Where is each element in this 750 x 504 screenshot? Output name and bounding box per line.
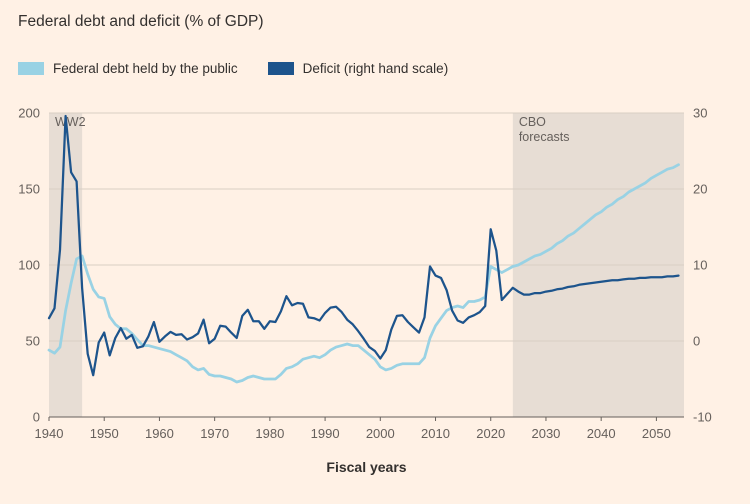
debt-line bbox=[47, 163, 680, 384]
x-axis-tick-label: 2000 bbox=[366, 426, 395, 441]
band-label-0: WW2 bbox=[55, 115, 86, 129]
band-label-1: CBO bbox=[519, 115, 546, 129]
x-axis-tick-label: 2050 bbox=[642, 426, 671, 441]
left-axis-tick-label: 150 bbox=[18, 182, 40, 197]
right-axis-tick-label: 10 bbox=[693, 258, 707, 273]
chart-title: Federal debt and deficit (% of GDP) bbox=[18, 13, 264, 30]
x-axis-tick-label: 2040 bbox=[587, 426, 616, 441]
left-axis-tick-label: 100 bbox=[18, 258, 40, 273]
legend-label-deficit: Deficit (right hand scale) bbox=[302, 61, 449, 76]
right-axis-tick-label: 20 bbox=[693, 182, 707, 197]
x-axis-tick-label: 1980 bbox=[255, 426, 284, 441]
x-axis-tick-label: 1940 bbox=[35, 426, 64, 441]
legend-swatch-deficit bbox=[267, 62, 294, 75]
legend: Federal debt held by the public Deficit … bbox=[18, 61, 750, 76]
band-label-1: forecasts bbox=[519, 130, 570, 144]
legend-swatch-debt bbox=[18, 62, 44, 75]
x-axis-tick-label: 2030 bbox=[531, 426, 560, 441]
x-axis-label: Fiscal years bbox=[326, 459, 406, 475]
legend-label-debt: Federal debt held by the public bbox=[53, 61, 238, 76]
legend-item-deficit: Deficit (right hand scale) bbox=[267, 61, 449, 76]
x-axis-tick-label: 2010 bbox=[421, 426, 450, 441]
left-axis-tick-label: 200 bbox=[18, 106, 40, 121]
x-axis-tick-label: 1960 bbox=[145, 426, 174, 441]
x-axis-tick-label: 2020 bbox=[476, 426, 505, 441]
left-axis-tick-label: 50 bbox=[26, 334, 40, 349]
deficit-line bbox=[47, 114, 680, 377]
legend-item-debt: Federal debt held by the public bbox=[18, 61, 238, 76]
x-axis-tick-label: 1990 bbox=[311, 426, 340, 441]
right-axis-tick-label: 0 bbox=[693, 334, 700, 349]
right-axis-tick-label: -10 bbox=[693, 410, 712, 425]
x-axis-tick-label: 1970 bbox=[200, 426, 229, 441]
left-axis-tick-label: 0 bbox=[33, 410, 40, 425]
x-axis-tick-label: 1950 bbox=[90, 426, 119, 441]
right-axis-tick-label: 30 bbox=[693, 106, 707, 121]
